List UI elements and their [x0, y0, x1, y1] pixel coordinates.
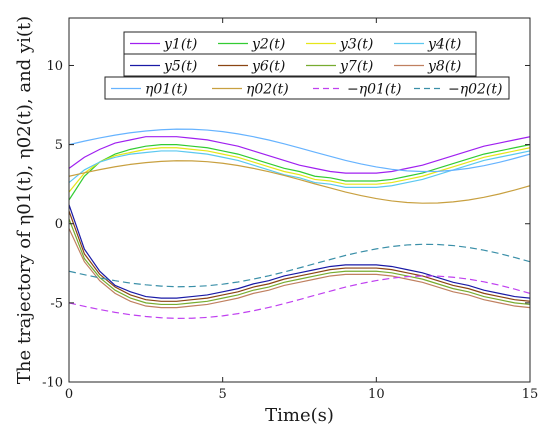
legend-entry-label: y8(t) — [427, 59, 461, 75]
series-line-8 — [69, 228, 530, 309]
series-line-3 — [69, 147, 530, 193]
series-line-11 — [69, 275, 530, 319]
y-tick-label: 0 — [55, 217, 63, 232]
legend-box-row-2 — [123, 53, 477, 77]
x-tick-label: 10 — [368, 387, 385, 402]
plot-frame — [68, 17, 531, 383]
y-tick-label: -5 — [50, 296, 63, 311]
legend-entry-label: y1(t) — [163, 37, 197, 53]
series-layer — [69, 128, 530, 319]
x-tick-label: 15 — [522, 387, 539, 402]
legend-entry-label: y5(t) — [163, 59, 197, 75]
y-tick-label: 5 — [55, 138, 63, 153]
legend: y1(t) y2(t) y3(t) y4(t) y5(t) y6(t) y7(t) y8(t)… — [104, 31, 510, 100]
x-tick-label: 0 — [65, 387, 73, 402]
legend-entry-label: y4(t) — [427, 37, 461, 53]
legend-entry-label: y2(t) — [251, 37, 285, 53]
series-line-1 — [69, 136, 530, 174]
series-line-7 — [69, 218, 530, 306]
legend-entry-label: y3(t) — [339, 37, 373, 53]
series-line-2 — [69, 144, 530, 201]
series-line-5 — [69, 204, 530, 299]
series-line-6 — [69, 210, 530, 302]
legend-entry-label: η01(t) — [145, 82, 188, 98]
series-line-10 — [69, 160, 530, 204]
legend-entry-label: y7(t) — [339, 59, 373, 75]
y-tick-label: 10 — [46, 59, 63, 74]
x-axis-label: Time(s) — [265, 405, 334, 426]
legend-entry-label: y6(t) — [251, 59, 285, 75]
y-tick-label: -10 — [42, 376, 63, 391]
legend-box-row-3 — [104, 76, 510, 100]
ticks-layer: 0 5 10 15 -10 -5 0 5 10 — [42, 18, 538, 402]
legend-entry-label: −η02(t) — [448, 82, 502, 98]
y-axis-label: The trajectory of η01(t), η02(t), and yi… — [14, 16, 35, 384]
legend-entry-label: η02(t) — [246, 82, 289, 98]
legend-entry-label: −η01(t) — [347, 82, 401, 98]
series-line-12 — [69, 243, 530, 288]
x-tick-label: 5 — [219, 387, 227, 402]
series-line-9 — [69, 128, 530, 173]
